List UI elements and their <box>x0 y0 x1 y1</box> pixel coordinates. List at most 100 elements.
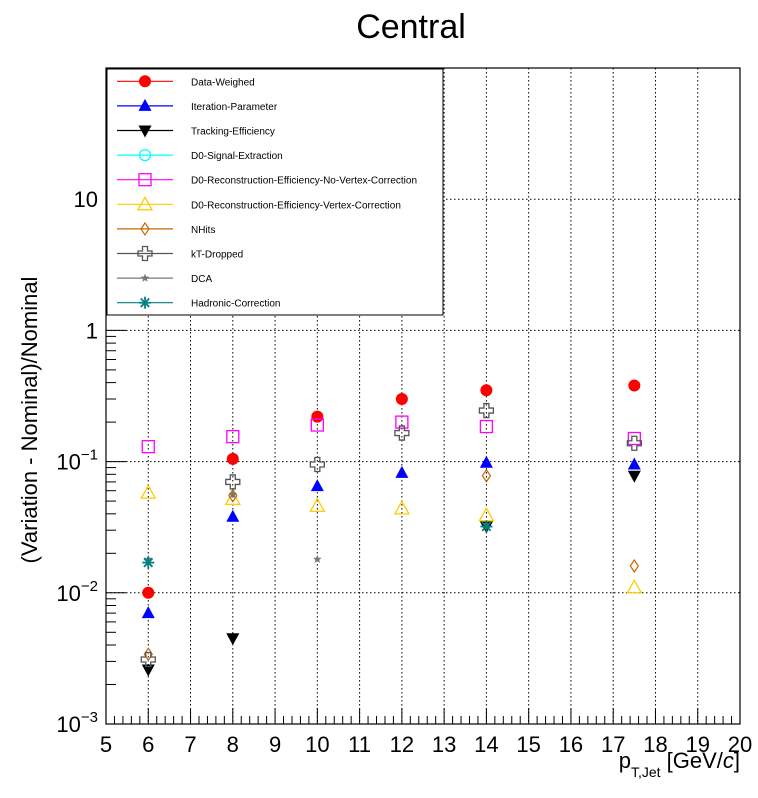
y-tick-label: 10−1 <box>56 447 98 475</box>
series-d0-reconstruction-efficiency-no-vertex-correction <box>141 415 641 454</box>
x-axis-label-main: p <box>619 748 631 773</box>
legend-entry: NHits <box>117 221 215 236</box>
marker-shape <box>141 664 155 677</box>
marker-shape <box>395 393 408 406</box>
axes: 5 6 7 8 9 10 11 12 13 14 15 16 17 18 19 20 10−3 10−2 10−1 1… <box>56 67 752 757</box>
marker-shape <box>138 98 152 111</box>
data-point <box>481 468 492 483</box>
series-nhits <box>143 468 640 662</box>
marker-shape <box>140 297 150 308</box>
data-point <box>141 440 155 454</box>
plot-frame <box>105 67 741 725</box>
data-point <box>225 474 241 490</box>
marker-shape <box>140 273 150 282</box>
data-point <box>226 509 240 522</box>
marker-shape <box>225 474 241 490</box>
data-markers <box>140 379 643 677</box>
data-point <box>478 402 495 419</box>
marker-shape <box>136 195 154 211</box>
x-tick-label: 10 <box>305 732 329 757</box>
marker-shape <box>226 509 240 522</box>
data-point <box>140 651 156 668</box>
x-tick-label: 18 <box>643 732 667 757</box>
x-tick-label: 14 <box>474 732 498 757</box>
x-tick-label: 19 <box>685 732 709 757</box>
legend-entry: Iteration-Parameter <box>117 98 278 113</box>
data-point <box>479 419 494 434</box>
data-point <box>310 479 324 492</box>
data-point <box>311 410 324 423</box>
x-tick-label: 5 <box>100 732 112 757</box>
marker-shape <box>310 418 324 432</box>
x-tick-label: 11 <box>348 732 371 757</box>
legend: Data-Weighed Iteration-Parameter Tracking-… <box>106 68 444 316</box>
marker-shape <box>226 429 240 444</box>
legend-label: DCA <box>191 274 212 285</box>
data-point <box>479 455 493 468</box>
marker-shape <box>627 457 641 470</box>
x-axis-label-unit: [GeV/ <box>661 748 724 773</box>
marker-shape <box>141 606 155 619</box>
data-point <box>480 384 493 397</box>
data-point <box>309 497 326 512</box>
marker-shape <box>309 497 326 512</box>
marker-shape <box>140 221 150 236</box>
legend-marker <box>138 125 152 138</box>
data-point <box>626 579 643 594</box>
data-point <box>627 431 641 446</box>
legend-box <box>106 68 444 316</box>
marker-shape <box>141 440 155 454</box>
marker-shape <box>629 558 640 574</box>
marker-shape <box>481 468 492 483</box>
marker-shape <box>228 490 238 499</box>
x-tick-label: 17 <box>601 732 625 757</box>
marker-shape <box>310 479 324 492</box>
marker-shape <box>309 456 325 473</box>
series-kt-dropped <box>140 402 642 668</box>
data-point <box>226 633 240 646</box>
data-point <box>626 435 642 451</box>
series-iteration-parameter <box>141 455 641 619</box>
y-tick-label: 10−3 <box>56 709 98 737</box>
y-tick-label: 10 <box>74 187 98 212</box>
x-tick-label: 7 <box>184 732 196 757</box>
legend-entry: D0-Signal-Extraction <box>117 148 283 162</box>
legend-entry: Tracking-Efficiency <box>117 125 275 138</box>
x-tick-label: 8 <box>227 732 239 757</box>
marker-shape <box>626 579 643 594</box>
marker-shape <box>140 484 157 499</box>
data-point <box>226 452 239 465</box>
data-point <box>395 415 409 429</box>
marker-shape <box>481 521 492 532</box>
data-point <box>628 379 641 392</box>
legend-marker <box>137 245 153 262</box>
x-tick-label: 20 <box>728 732 752 757</box>
marker-shape <box>627 431 641 446</box>
legend-entry: DCA <box>117 273 212 285</box>
marker-shape <box>139 75 151 88</box>
data-point <box>224 490 241 506</box>
marker-shape <box>138 125 152 138</box>
series-data-weighed <box>142 379 641 599</box>
data-point <box>140 484 157 499</box>
data-point <box>141 606 155 619</box>
legend-marker <box>140 273 150 282</box>
marker-shape <box>313 554 322 563</box>
marker-shape <box>479 455 493 468</box>
x-tick-label: 13 <box>432 732 456 757</box>
legend-marker <box>138 173 152 187</box>
marker-shape <box>393 500 410 515</box>
marker-shape <box>143 557 154 568</box>
data-point <box>142 556 155 569</box>
legend-label: kT-Dropped <box>191 250 243 261</box>
x-axis-label-sub: T,Jet <box>631 764 661 780</box>
y-tick-label: 10−2 <box>56 578 98 606</box>
chart-title: Central <box>356 8 466 46</box>
legend-entry: Data-Weighed <box>117 75 255 88</box>
x-tick-label: 16 <box>559 732 583 757</box>
x-tick-label: 9 <box>269 732 281 757</box>
data-point <box>228 490 238 499</box>
legend-marker <box>136 195 154 211</box>
x-tick-label: 15 <box>516 732 540 757</box>
